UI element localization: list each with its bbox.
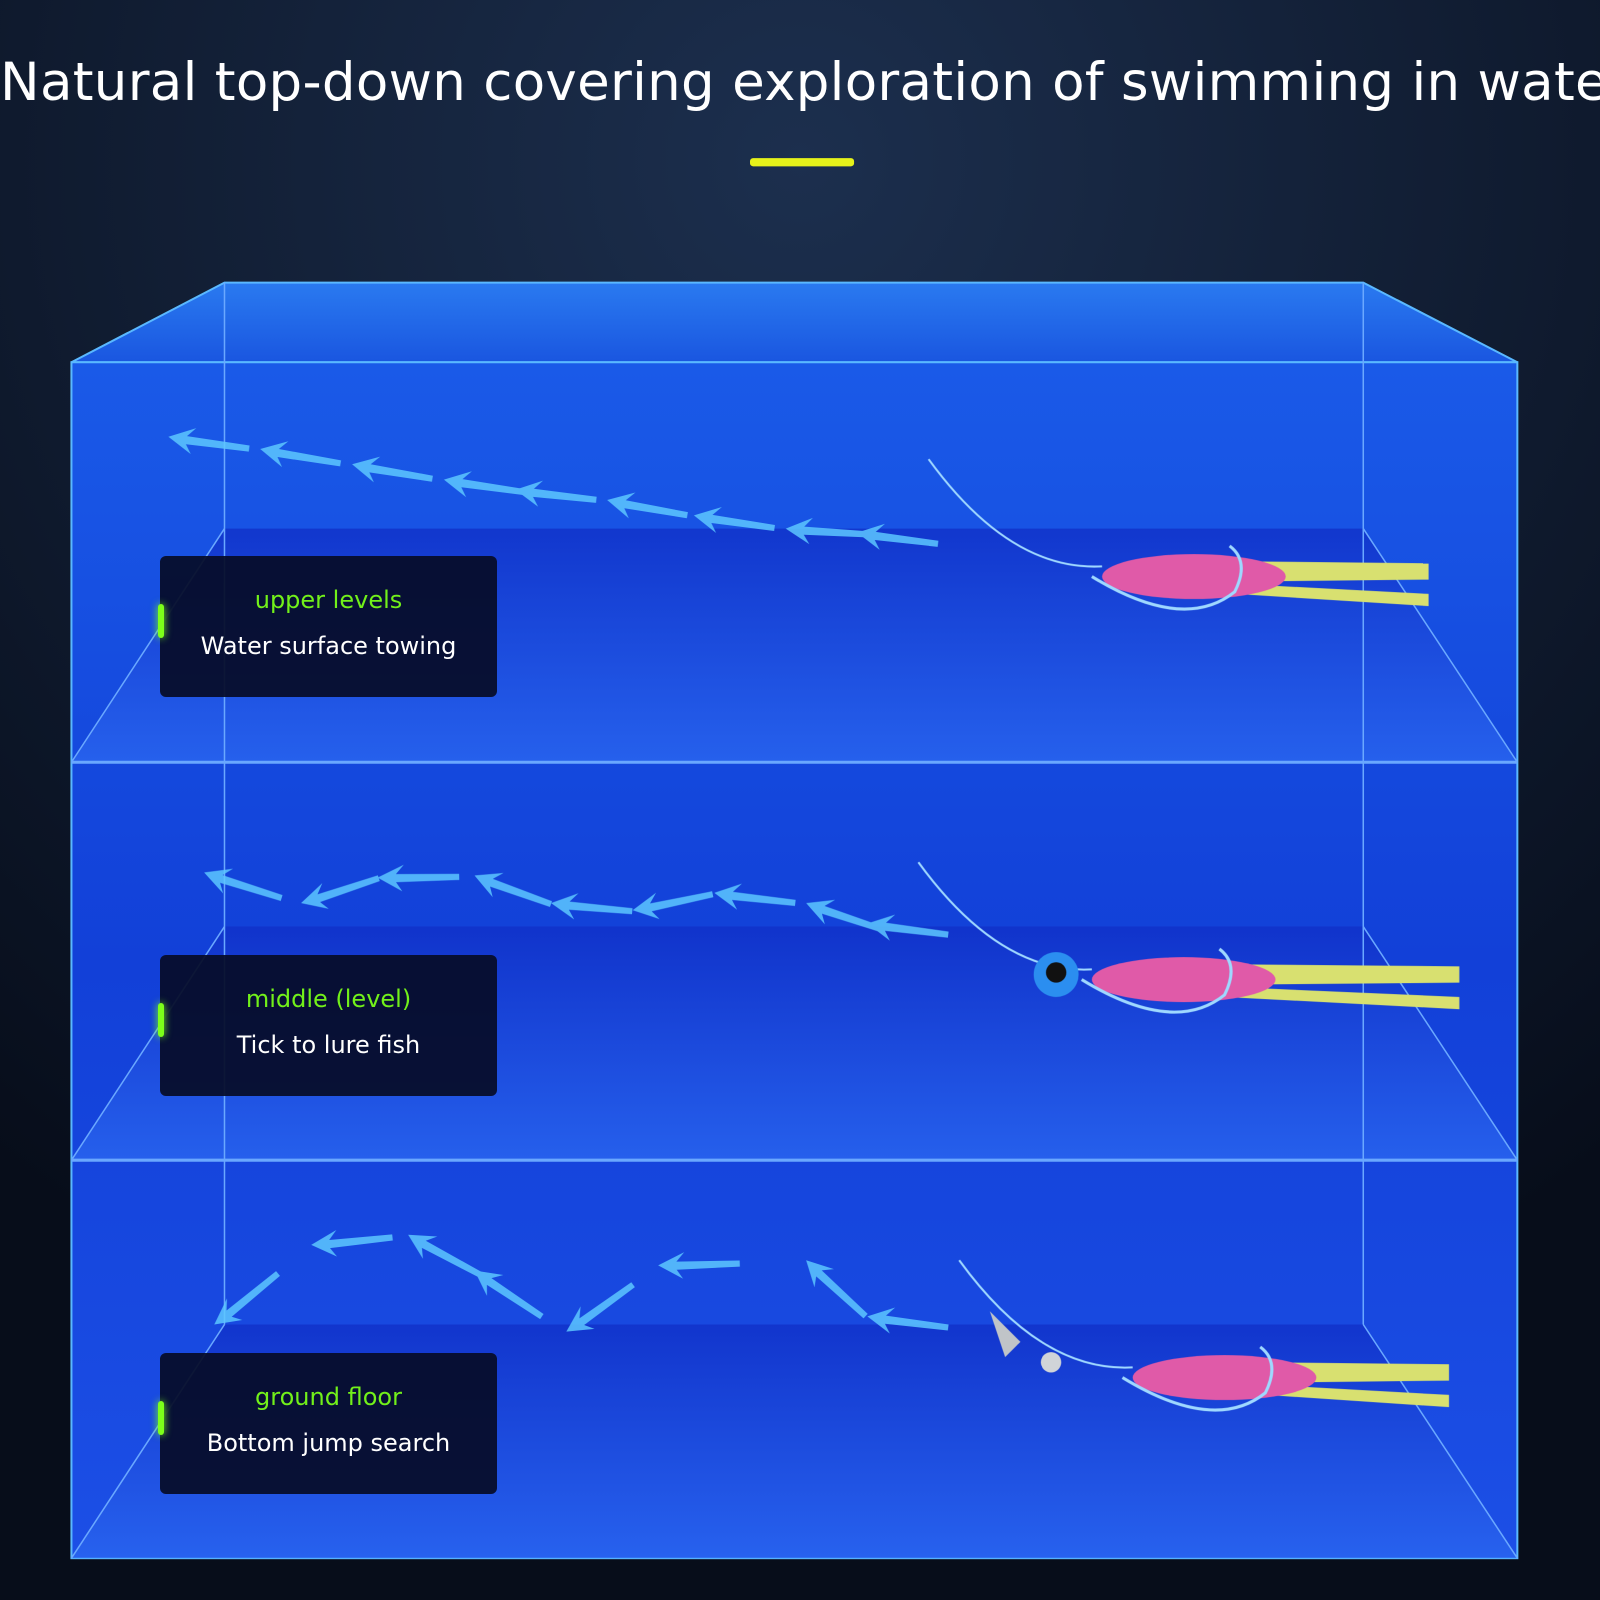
arrow-icon <box>377 864 460 892</box>
layer-level: middle (level) <box>245 985 412 1013</box>
arrow-icon <box>474 1270 544 1320</box>
arrow-icon <box>857 523 939 550</box>
arrow-icon <box>658 1252 740 1279</box>
layer-label-middle: middle (level) Tick to lure fish <box>158 955 497 1096</box>
arrow-icon <box>607 492 688 519</box>
arrow-icon <box>693 506 775 533</box>
title-underline <box>750 158 855 167</box>
arrow-icon <box>551 893 633 920</box>
arrow-icon <box>301 875 380 909</box>
bead-icon <box>1040 1352 1062 1373</box>
layer-description: Water surface towing <box>200 632 457 660</box>
lure-tail <box>1224 964 1460 985</box>
arrow-icon <box>260 441 342 468</box>
fishing-line <box>927 458 1103 568</box>
layer-label-bottom: ground floor Bottom jump search <box>158 1353 497 1494</box>
layer-level: upper levels <box>254 586 403 614</box>
arrow-icon <box>168 428 250 455</box>
arrow-icon <box>566 1282 635 1332</box>
layer-label-upper: upper levels Water surface towing <box>158 556 497 697</box>
arrow-icon <box>806 1260 868 1319</box>
arrow-icon <box>515 480 597 507</box>
arrow-icon <box>867 914 949 941</box>
arrow-icon <box>474 872 552 908</box>
layer-description: Tick to lure fish <box>236 1031 421 1059</box>
lure-tail <box>1234 583 1429 607</box>
accent-marker <box>158 1003 164 1037</box>
accent-marker <box>158 1401 164 1435</box>
arrow-icon <box>311 1229 393 1257</box>
swim-path-arrows <box>168 428 949 1334</box>
arrow-icon <box>352 456 433 483</box>
lure-body <box>1132 1355 1317 1400</box>
hook-icon <box>1121 1345 1274 1412</box>
arrow-icon <box>214 1271 280 1325</box>
lures <box>917 458 1460 1412</box>
lure-body <box>1102 554 1286 599</box>
arrow-icon <box>867 1307 949 1334</box>
fishing-line <box>958 1259 1133 1369</box>
accent-marker <box>158 604 164 638</box>
layer-description: Bottom jump search <box>206 1429 451 1457</box>
lure-tail <box>1265 1384 1449 1408</box>
bullet-weight-icon <box>989 1311 1021 1358</box>
arrow-icon <box>806 899 885 933</box>
lure-body <box>1091 957 1276 1003</box>
arrow-icon <box>632 891 714 920</box>
jig-eye <box>1045 962 1067 983</box>
arrow-icon <box>714 883 796 910</box>
hook-icon <box>1080 947 1233 1014</box>
arrow-icon <box>443 471 525 498</box>
tank-top <box>70 281 1518 364</box>
hook-icon <box>1091 544 1243 611</box>
arrow-icon <box>204 868 283 901</box>
arrow-icon <box>408 1234 482 1277</box>
arrow-icon <box>785 517 868 545</box>
lure-tail <box>1224 986 1460 1010</box>
page-title: Natural top-down covering exploration of… <box>0 52 1600 113</box>
layer-level: ground floor <box>255 1383 402 1411</box>
